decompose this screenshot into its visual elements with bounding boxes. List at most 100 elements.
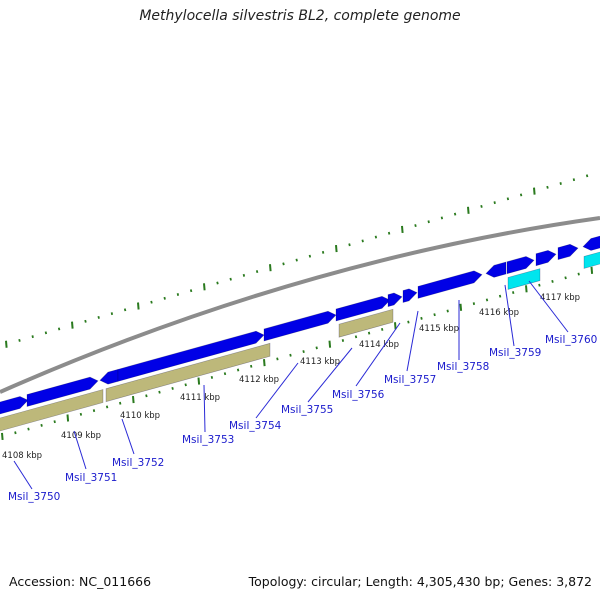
gene-label[interactable]: Msil_3756 bbox=[332, 389, 385, 401]
outer-tick bbox=[163, 296, 166, 300]
gene-label[interactable]: Msil_3752 bbox=[112, 457, 164, 469]
gene-arrow-reverse bbox=[105, 342, 271, 403]
gene-track bbox=[0, 235, 600, 432]
outer-tick bbox=[493, 201, 496, 205]
outer-tick bbox=[467, 206, 470, 214]
gene-label[interactable]: Msil_3751 bbox=[65, 472, 117, 484]
outer-tick bbox=[585, 174, 589, 178]
inner-tick bbox=[184, 383, 187, 387]
gene-arrow-other bbox=[507, 268, 541, 290]
gene-label[interactable]: Msil_3750 bbox=[8, 491, 60, 503]
genome-summary-text: Topology: circular; Length: 4,305,430 bp… bbox=[248, 574, 592, 589]
gene-arrow-forward bbox=[535, 250, 557, 267]
inner-tick bbox=[381, 327, 384, 331]
leader-line bbox=[528, 280, 569, 333]
inner-tick bbox=[1, 432, 4, 441]
gene-arrow-forward bbox=[557, 243, 579, 261]
outer-tick bbox=[295, 258, 298, 262]
inner-tick bbox=[446, 309, 449, 313]
outer-tick bbox=[401, 225, 404, 234]
outer-tick bbox=[519, 193, 523, 197]
inner-tick bbox=[328, 340, 332, 348]
outer-tick bbox=[308, 254, 312, 258]
inner-tick bbox=[551, 280, 554, 283]
gene-label[interactable]: Msil_3757 bbox=[384, 374, 436, 386]
inner-tick bbox=[472, 302, 476, 306]
inner-tick bbox=[525, 285, 528, 293]
inner-tick bbox=[420, 316, 423, 320]
outer-tick-track bbox=[5, 174, 589, 348]
scale-label: 4117 kbp bbox=[540, 293, 580, 303]
outer-tick bbox=[71, 321, 74, 329]
gene-arrow-forward bbox=[99, 368, 119, 385]
inner-tick bbox=[315, 346, 318, 350]
inner-tick bbox=[250, 364, 253, 368]
inner-tick bbox=[53, 420, 56, 424]
inner-tick bbox=[263, 359, 266, 367]
outer-tick bbox=[335, 244, 338, 253]
outer-tick bbox=[255, 270, 259, 273]
gene-arrow-other bbox=[583, 251, 600, 269]
gene-arrow-forward bbox=[117, 330, 265, 382]
inner-tick bbox=[485, 298, 489, 302]
inner-tick bbox=[79, 412, 83, 416]
outer-tick bbox=[533, 187, 536, 195]
inner-tick bbox=[105, 405, 109, 409]
outer-tick bbox=[453, 212, 457, 216]
inner-tick bbox=[223, 372, 227, 376]
gene-arrow-reverse bbox=[0, 389, 104, 432]
inner-tick bbox=[210, 375, 214, 379]
outer-tick bbox=[242, 273, 246, 277]
gene-label[interactable]: Msil_3755 bbox=[281, 404, 333, 416]
gene-label[interactable]: Msil_3759 bbox=[489, 347, 541, 359]
outer-tick bbox=[572, 178, 576, 182]
gene-label[interactable]: Msil_3760 bbox=[545, 334, 597, 346]
gene-arrow-forward bbox=[263, 310, 337, 342]
outer-tick bbox=[176, 293, 180, 296]
inner-tick bbox=[341, 339, 345, 342]
outer-tick bbox=[321, 250, 325, 254]
outer-tick bbox=[427, 220, 430, 224]
gene-label[interactable]: Msil_3753 bbox=[182, 434, 234, 446]
outer-tick bbox=[137, 302, 140, 310]
leader-line bbox=[504, 284, 515, 347]
inner-tick bbox=[459, 303, 463, 311]
gene-arrow-forward bbox=[335, 295, 391, 322]
gene-label[interactable]: Msil_3758 bbox=[437, 361, 489, 373]
gene-labels: Msil_3750 Msil_3751 Msil_3752 Msil_3753 … bbox=[8, 334, 597, 503]
gene-label[interactable]: Msil_3754 bbox=[229, 420, 282, 432]
outer-tick bbox=[110, 312, 114, 316]
scale-label: 4111 kbp bbox=[180, 393, 220, 403]
outer-tick bbox=[150, 300, 153, 304]
inner-tick bbox=[590, 266, 594, 274]
outer-tick bbox=[348, 243, 351, 247]
leader-line bbox=[121, 418, 135, 455]
inner-tick bbox=[92, 409, 96, 413]
scale-label: 4113 kbp bbox=[300, 357, 340, 367]
gene-label-leaders bbox=[13, 280, 569, 490]
outer-tick bbox=[282, 262, 285, 266]
scale-label: 4115 kbp bbox=[419, 324, 459, 334]
inner-tick bbox=[197, 377, 201, 385]
gene-arrow-forward bbox=[0, 396, 29, 415]
inner-tick bbox=[433, 313, 436, 317]
gene-arrow-forward bbox=[26, 376, 99, 407]
inner-tick bbox=[289, 353, 292, 357]
outer-tick bbox=[189, 289, 193, 293]
outer-tick bbox=[84, 319, 87, 323]
gene-arrow-reverse bbox=[338, 308, 394, 338]
outer-tick bbox=[44, 331, 48, 335]
outer-tick bbox=[57, 327, 61, 331]
outer-tick bbox=[546, 185, 549, 189]
leader-line bbox=[406, 310, 419, 372]
gene-arrow-forward bbox=[417, 270, 483, 299]
outer-tick bbox=[18, 338, 21, 342]
outer-tick bbox=[480, 204, 483, 208]
leader-line bbox=[203, 384, 206, 433]
inner-tick bbox=[158, 390, 161, 394]
outer-tick bbox=[506, 197, 510, 201]
gene-arrow-forward bbox=[485, 261, 507, 278]
scale-label: 4108 kbp bbox=[2, 451, 42, 461]
outer-tick bbox=[123, 308, 127, 312]
inner-tick bbox=[66, 414, 70, 422]
